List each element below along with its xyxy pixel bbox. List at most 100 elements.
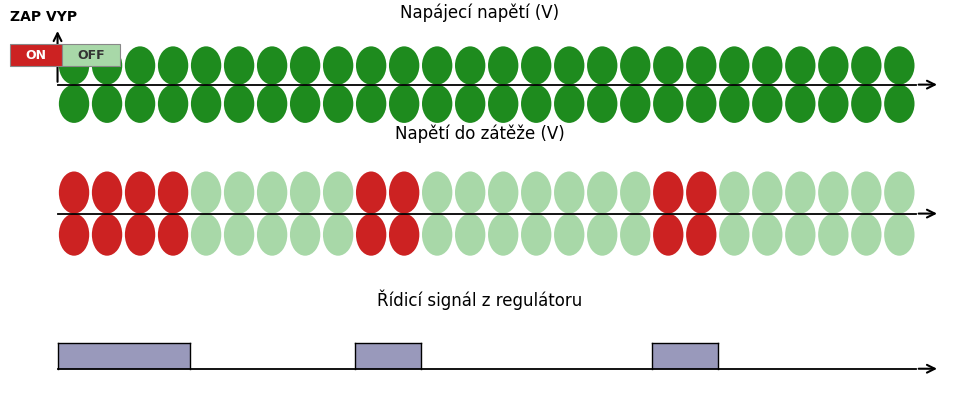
Ellipse shape (785, 85, 815, 123)
Ellipse shape (521, 85, 551, 123)
Bar (10, 44, 62, 66)
Ellipse shape (92, 46, 122, 85)
Ellipse shape (455, 172, 485, 214)
Ellipse shape (158, 172, 188, 214)
Ellipse shape (620, 46, 650, 85)
Ellipse shape (455, 214, 485, 256)
Text: ON: ON (26, 49, 46, 62)
Bar (652, 343, 717, 369)
Ellipse shape (223, 46, 254, 85)
Text: Řídicí signál z regulátoru: Řídicí signál z regulátoru (377, 290, 582, 310)
Ellipse shape (752, 85, 783, 123)
Ellipse shape (323, 214, 353, 256)
Ellipse shape (653, 46, 684, 85)
Ellipse shape (356, 85, 386, 123)
Ellipse shape (58, 85, 89, 123)
Ellipse shape (554, 214, 584, 256)
Bar (355, 343, 421, 369)
Ellipse shape (125, 214, 155, 256)
Ellipse shape (686, 214, 716, 256)
Ellipse shape (488, 172, 519, 214)
Ellipse shape (257, 46, 288, 85)
Ellipse shape (223, 85, 254, 123)
Ellipse shape (158, 214, 188, 256)
Ellipse shape (587, 172, 618, 214)
Ellipse shape (125, 46, 155, 85)
Ellipse shape (92, 172, 122, 214)
Ellipse shape (653, 214, 684, 256)
Ellipse shape (554, 172, 584, 214)
Ellipse shape (223, 172, 254, 214)
Ellipse shape (488, 85, 519, 123)
Ellipse shape (884, 85, 915, 123)
Ellipse shape (620, 85, 650, 123)
Ellipse shape (818, 214, 849, 256)
Ellipse shape (620, 172, 650, 214)
Ellipse shape (92, 85, 122, 123)
Ellipse shape (389, 214, 419, 256)
Ellipse shape (620, 214, 650, 256)
Ellipse shape (852, 172, 881, 214)
Ellipse shape (422, 172, 453, 214)
Ellipse shape (158, 85, 188, 123)
Ellipse shape (389, 46, 419, 85)
Ellipse shape (191, 214, 222, 256)
Ellipse shape (719, 46, 750, 85)
Ellipse shape (290, 46, 320, 85)
Ellipse shape (488, 214, 519, 256)
Ellipse shape (785, 214, 815, 256)
Ellipse shape (257, 172, 288, 214)
Ellipse shape (455, 46, 485, 85)
Ellipse shape (290, 172, 320, 214)
Ellipse shape (389, 172, 419, 214)
Ellipse shape (884, 46, 915, 85)
Ellipse shape (521, 214, 551, 256)
Ellipse shape (785, 172, 815, 214)
Ellipse shape (686, 172, 716, 214)
Ellipse shape (818, 85, 849, 123)
Ellipse shape (686, 85, 716, 123)
Ellipse shape (356, 214, 386, 256)
Ellipse shape (818, 46, 849, 85)
Text: Napájecí napětí (V): Napájecí napětí (V) (400, 4, 559, 22)
Ellipse shape (719, 214, 750, 256)
Ellipse shape (686, 46, 716, 85)
Ellipse shape (852, 85, 881, 123)
Ellipse shape (158, 46, 188, 85)
Ellipse shape (257, 214, 288, 256)
Ellipse shape (290, 214, 320, 256)
Ellipse shape (422, 85, 453, 123)
Ellipse shape (389, 85, 419, 123)
Ellipse shape (818, 172, 849, 214)
Ellipse shape (92, 214, 122, 256)
Ellipse shape (125, 85, 155, 123)
Ellipse shape (785, 46, 815, 85)
Ellipse shape (290, 85, 320, 123)
Ellipse shape (752, 172, 783, 214)
Ellipse shape (521, 46, 551, 85)
Ellipse shape (58, 172, 89, 214)
Ellipse shape (587, 214, 618, 256)
Ellipse shape (323, 85, 353, 123)
Ellipse shape (125, 172, 155, 214)
Ellipse shape (587, 85, 618, 123)
Text: ZAP VYP: ZAP VYP (10, 10, 77, 24)
Text: OFF: OFF (78, 49, 105, 62)
Ellipse shape (554, 85, 584, 123)
Text: Napětí do zátěže (V): Napětí do zátěže (V) (394, 125, 565, 143)
Ellipse shape (719, 172, 750, 214)
Ellipse shape (852, 214, 881, 256)
Ellipse shape (587, 46, 618, 85)
Ellipse shape (58, 214, 89, 256)
Ellipse shape (752, 214, 783, 256)
Ellipse shape (422, 46, 453, 85)
Ellipse shape (554, 46, 584, 85)
Ellipse shape (257, 85, 288, 123)
Ellipse shape (653, 85, 684, 123)
Ellipse shape (223, 214, 254, 256)
Ellipse shape (422, 214, 453, 256)
Ellipse shape (852, 46, 881, 85)
Ellipse shape (752, 46, 783, 85)
Ellipse shape (488, 46, 519, 85)
Ellipse shape (653, 172, 684, 214)
